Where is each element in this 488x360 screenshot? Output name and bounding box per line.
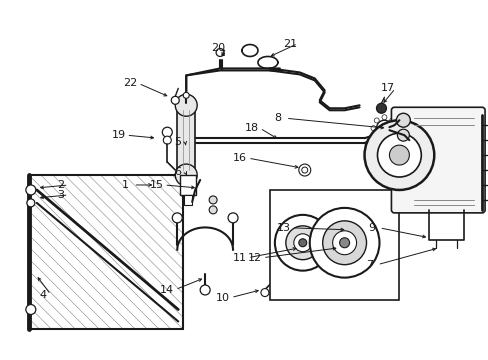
- Circle shape: [26, 185, 36, 195]
- Circle shape: [227, 213, 238, 223]
- Circle shape: [200, 285, 210, 295]
- Circle shape: [322, 221, 366, 265]
- FancyBboxPatch shape: [390, 107, 484, 213]
- Text: 18: 18: [244, 123, 259, 133]
- Circle shape: [370, 126, 375, 131]
- Text: 15: 15: [149, 180, 163, 190]
- Text: 22: 22: [123, 78, 137, 88]
- Circle shape: [175, 164, 197, 186]
- Circle shape: [309, 208, 379, 278]
- Circle shape: [274, 215, 330, 271]
- Text: 8: 8: [274, 113, 281, 123]
- Circle shape: [392, 126, 397, 131]
- Text: 6: 6: [173, 167, 181, 177]
- Circle shape: [389, 118, 394, 123]
- Circle shape: [397, 129, 408, 141]
- Circle shape: [364, 120, 433, 190]
- Text: 9: 9: [367, 223, 374, 233]
- Circle shape: [301, 167, 307, 173]
- Circle shape: [389, 134, 394, 139]
- Text: 16: 16: [233, 153, 246, 163]
- Circle shape: [298, 164, 310, 176]
- Circle shape: [298, 239, 306, 247]
- Circle shape: [381, 115, 386, 120]
- Circle shape: [396, 113, 409, 127]
- Circle shape: [339, 238, 349, 248]
- Text: 17: 17: [380, 84, 394, 93]
- Bar: [269, 190, 399, 300]
- Circle shape: [216, 49, 224, 57]
- Circle shape: [27, 199, 35, 207]
- Text: 5: 5: [173, 137, 181, 147]
- Circle shape: [183, 92, 189, 98]
- Circle shape: [171, 96, 179, 104]
- Text: 4: 4: [39, 289, 46, 300]
- Bar: [184, 195, 192, 205]
- Circle shape: [175, 94, 197, 116]
- Text: 11: 11: [233, 253, 246, 263]
- Circle shape: [381, 137, 386, 141]
- Circle shape: [373, 134, 378, 139]
- Circle shape: [332, 231, 356, 255]
- Text: 1: 1: [122, 180, 129, 190]
- Circle shape: [376, 103, 386, 113]
- Text: 3: 3: [57, 190, 64, 200]
- Circle shape: [377, 133, 421, 177]
- Text: 14: 14: [160, 284, 174, 294]
- Text: 21: 21: [282, 39, 296, 49]
- Circle shape: [209, 206, 217, 214]
- Circle shape: [380, 124, 387, 132]
- Text: 10: 10: [216, 293, 230, 302]
- Circle shape: [162, 127, 172, 137]
- Circle shape: [373, 118, 378, 123]
- Circle shape: [261, 289, 268, 297]
- Text: 19: 19: [111, 130, 125, 140]
- Bar: [180, 175, 196, 195]
- Bar: [29, 175, 183, 329]
- Bar: [177, 105, 195, 175]
- Circle shape: [293, 234, 311, 252]
- Text: 7: 7: [365, 260, 372, 270]
- Text: 13: 13: [276, 223, 290, 233]
- Circle shape: [26, 305, 36, 315]
- Circle shape: [209, 196, 217, 204]
- Circle shape: [376, 120, 392, 136]
- Text: 12: 12: [247, 253, 262, 263]
- Circle shape: [163, 136, 171, 144]
- Text: 20: 20: [211, 42, 224, 53]
- Circle shape: [285, 226, 319, 260]
- Circle shape: [172, 213, 182, 223]
- Circle shape: [388, 145, 408, 165]
- Text: 2: 2: [57, 180, 64, 190]
